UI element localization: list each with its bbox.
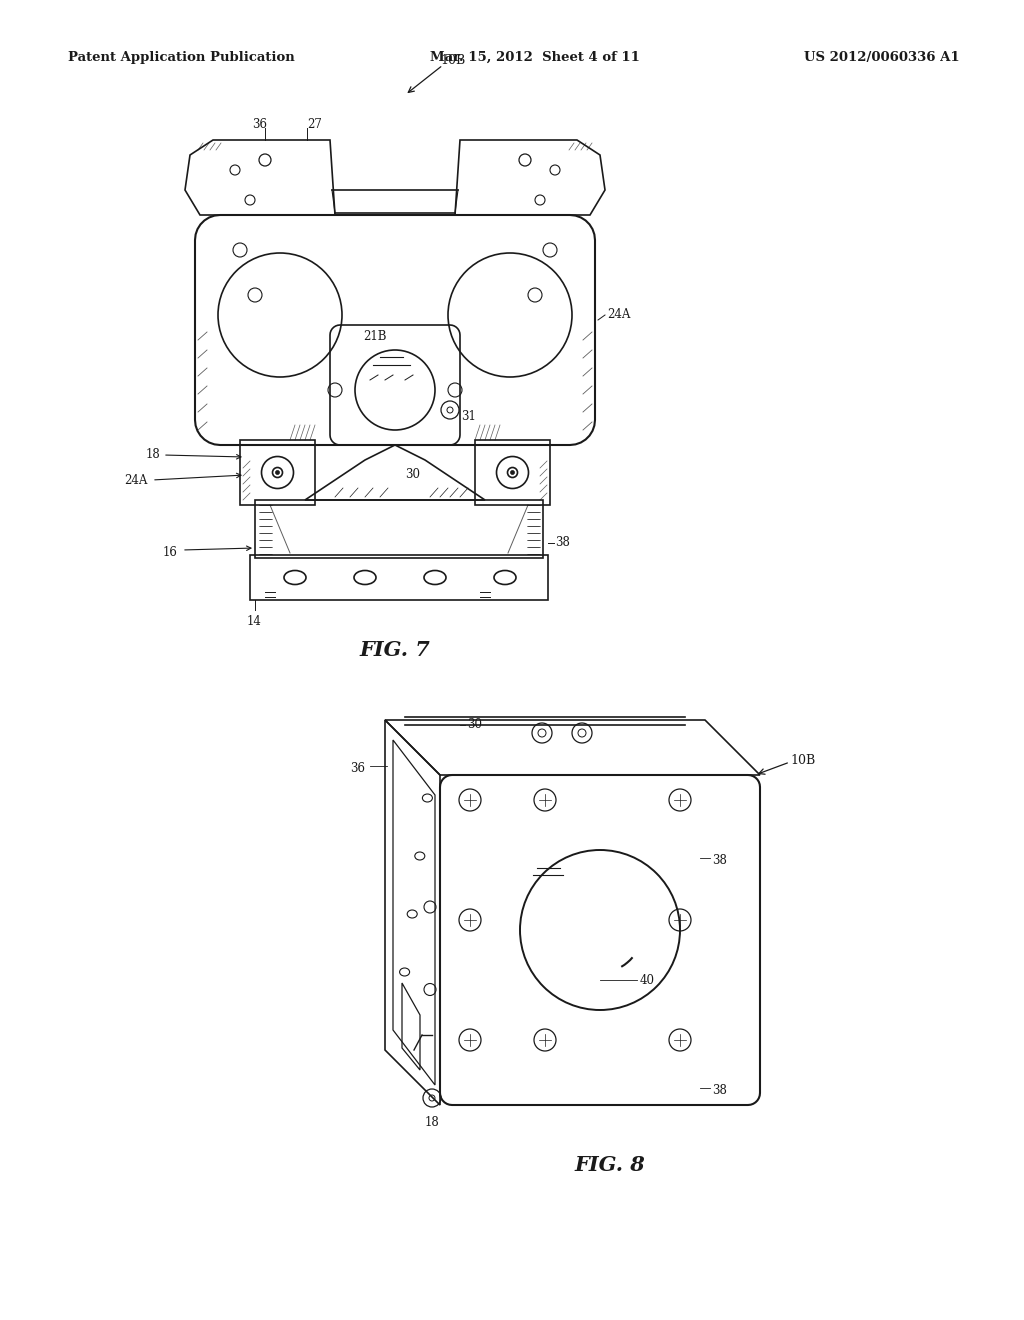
Circle shape [511, 470, 514, 474]
Text: 31: 31 [461, 411, 476, 424]
Text: 24A: 24A [125, 474, 148, 487]
Text: US 2012/0060336 A1: US 2012/0060336 A1 [805, 50, 961, 63]
Text: 38: 38 [712, 1084, 727, 1097]
Text: 16: 16 [163, 546, 178, 560]
Text: 30: 30 [406, 469, 420, 482]
Text: 14: 14 [247, 615, 262, 628]
Text: FIG. 7: FIG. 7 [359, 640, 430, 660]
Circle shape [275, 470, 280, 474]
Text: 36: 36 [253, 119, 267, 132]
Text: 21B: 21B [364, 330, 387, 343]
Text: 40: 40 [640, 974, 655, 986]
Text: 24A: 24A [607, 309, 631, 322]
Text: 10B: 10B [440, 54, 465, 66]
Text: 18: 18 [425, 1117, 439, 1130]
Text: 27: 27 [307, 119, 323, 132]
Text: 38: 38 [712, 854, 727, 866]
Text: Mar. 15, 2012  Sheet 4 of 11: Mar. 15, 2012 Sheet 4 of 11 [430, 50, 640, 63]
Text: FIG. 8: FIG. 8 [574, 1155, 645, 1175]
Text: 30: 30 [467, 718, 482, 731]
Text: Patent Application Publication: Patent Application Publication [68, 50, 295, 63]
Text: 38: 38 [555, 536, 570, 549]
Text: 18: 18 [145, 449, 160, 462]
Text: 36: 36 [350, 762, 365, 775]
Text: 10B: 10B [790, 754, 815, 767]
